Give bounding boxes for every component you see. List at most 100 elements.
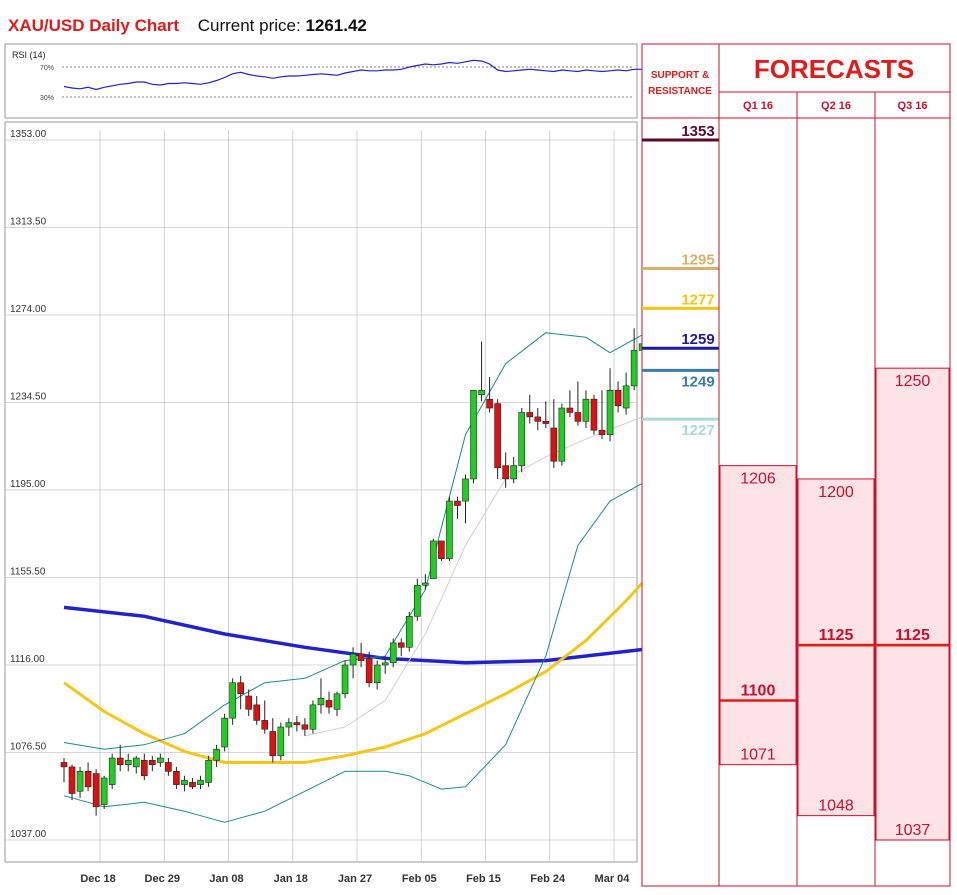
candle-body bbox=[494, 403, 501, 469]
candle bbox=[237, 676, 244, 710]
rsi-lower-label: 30% bbox=[40, 95, 54, 102]
candle-body bbox=[237, 682, 244, 695]
candle-body bbox=[598, 429, 606, 435]
candle-body bbox=[149, 759, 156, 765]
y-tick-label: 1155.50 bbox=[10, 567, 46, 578]
price-grid bbox=[5, 130, 637, 862]
candle bbox=[478, 341, 485, 402]
indicator-line bbox=[63, 605, 643, 665]
candle bbox=[622, 372, 630, 415]
candle-body bbox=[333, 693, 341, 710]
candle bbox=[454, 496, 461, 519]
candle bbox=[630, 328, 638, 391]
candle-body bbox=[189, 782, 196, 788]
sr-level-label: 1227 bbox=[681, 422, 714, 439]
price-panel bbox=[4, 121, 638, 863]
sr-level-label: 1353 bbox=[681, 123, 714, 140]
candle bbox=[124, 753, 132, 772]
indicator-line bbox=[63, 332, 643, 750]
candle-body bbox=[502, 465, 509, 480]
candle bbox=[566, 390, 574, 417]
candle-body bbox=[277, 726, 285, 757]
sr-panel bbox=[641, 43, 720, 887]
forecast-quarter-label: Q3 16 bbox=[898, 100, 928, 112]
forecast-median-label: 1125 bbox=[819, 627, 854, 644]
candle-body bbox=[309, 704, 317, 730]
sr-level-label: 1259 bbox=[681, 331, 714, 348]
forecast-range-box bbox=[797, 478, 875, 817]
candle-body bbox=[341, 664, 349, 695]
candle-body bbox=[213, 748, 220, 761]
candle-body bbox=[205, 759, 212, 783]
candle bbox=[132, 755, 140, 774]
candle bbox=[108, 753, 116, 790]
candle-body bbox=[124, 759, 132, 765]
candle-body bbox=[108, 757, 116, 785]
candle bbox=[582, 390, 590, 428]
y-tick-label: 1116.00 bbox=[10, 654, 45, 665]
candle-body bbox=[141, 759, 148, 777]
candle-body bbox=[165, 762, 172, 772]
x-tick-label: Jan 18 bbox=[274, 873, 308, 885]
candle bbox=[470, 390, 477, 484]
candle bbox=[205, 755, 212, 787]
candle bbox=[558, 403, 566, 466]
candle-body bbox=[606, 390, 614, 435]
candle bbox=[301, 718, 309, 736]
candle-body bbox=[173, 771, 180, 785]
candle bbox=[173, 766, 180, 790]
rsi-label: RSI (14) bbox=[12, 50, 46, 60]
candle bbox=[84, 762, 92, 792]
candle-body bbox=[389, 642, 397, 664]
candle-body bbox=[221, 717, 228, 748]
indicator-line bbox=[63, 482, 643, 823]
candle bbox=[462, 474, 469, 524]
candle bbox=[430, 538, 437, 579]
candle bbox=[550, 399, 558, 468]
candle-body bbox=[542, 421, 550, 424]
y-tick-label: 1353.00 bbox=[10, 129, 47, 140]
candle-body bbox=[68, 766, 76, 794]
current-price-label: Current price: bbox=[197, 16, 301, 35]
x-tick-label: Feb 15 bbox=[466, 873, 501, 885]
current-price-value: 1261.42 bbox=[305, 16, 367, 35]
candle-body bbox=[574, 412, 582, 422]
candles bbox=[60, 328, 646, 816]
candle-body bbox=[405, 615, 413, 648]
candle-body bbox=[414, 584, 421, 617]
candle-body bbox=[285, 722, 293, 728]
forecast-median-label: 1125 bbox=[895, 627, 930, 644]
candle bbox=[510, 456, 517, 484]
x-axis-ticks: Dec 18 Dec 29 Jan 08 Jan 18 Jan 27 Feb 05 Feb … bbox=[80, 873, 630, 885]
sr-levels: 1353 1295 1277 1259 1249 1227 bbox=[642, 123, 719, 439]
candle-body bbox=[181, 779, 188, 785]
candle-body bbox=[550, 427, 558, 462]
forecast-high-label: 1200 bbox=[818, 484, 854, 501]
candle-body bbox=[365, 658, 373, 684]
candle bbox=[574, 381, 582, 426]
forecast-median-label: 1100 bbox=[741, 682, 776, 699]
candle bbox=[309, 700, 317, 734]
forecast-low-label: 1037 bbox=[895, 822, 931, 839]
y-axis-ticks: 1353.00 1313.50 1274.00 1234.50 1195.00 1155.… bbox=[10, 129, 47, 840]
candle-body bbox=[293, 722, 301, 726]
candle-body bbox=[526, 412, 534, 418]
candle bbox=[293, 715, 301, 732]
indicator-line bbox=[304, 416, 643, 737]
candle bbox=[277, 722, 285, 761]
candle-body bbox=[197, 779, 204, 785]
candle-body bbox=[317, 697, 325, 706]
candle-body bbox=[245, 695, 252, 710]
y-tick-label: 1037.00 bbox=[10, 829, 47, 840]
y-tick-label: 1274.00 bbox=[10, 304, 47, 315]
forecast-quarter-label: Q1 16 bbox=[743, 100, 773, 112]
candle-body bbox=[357, 653, 365, 661]
candle bbox=[518, 408, 526, 473]
candle-body bbox=[622, 385, 630, 409]
candle bbox=[397, 638, 405, 657]
sr-header-line1: SUPPORT & bbox=[651, 70, 709, 81]
candle bbox=[542, 401, 550, 428]
candle bbox=[116, 744, 124, 772]
candle-body bbox=[132, 757, 140, 768]
